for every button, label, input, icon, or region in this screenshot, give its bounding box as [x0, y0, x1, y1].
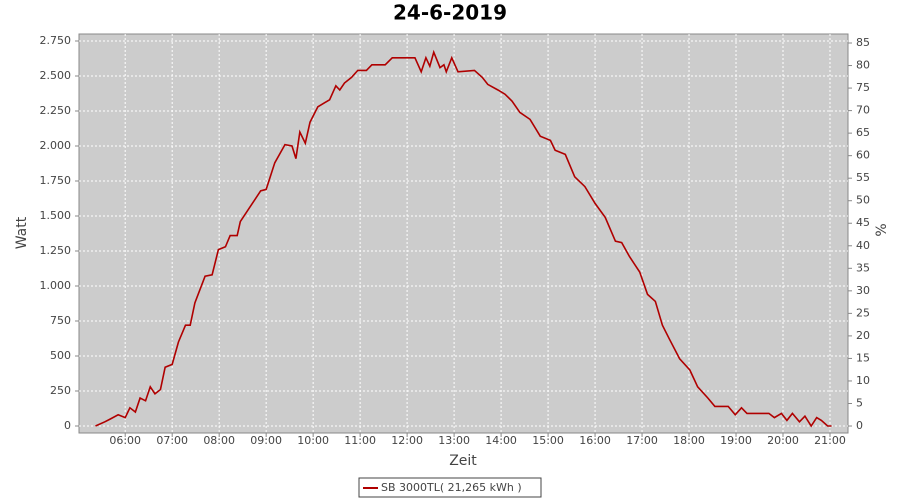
- y-axis-label: Watt: [14, 216, 30, 249]
- x-tick-label: 11:00: [344, 434, 376, 447]
- y2-tick-label: 5: [856, 396, 863, 409]
- y2-axis-label: %: [874, 223, 890, 236]
- x-tick-label: 06:00: [109, 434, 141, 447]
- x-tick-label: 12:00: [391, 434, 423, 447]
- x-tick-label: 18:00: [673, 434, 705, 447]
- y-tick-label: 2.750: [40, 34, 72, 47]
- y2-tick-label: 25: [856, 306, 870, 319]
- data-line: [95, 49, 832, 428]
- y-tick-label: 1.000: [40, 279, 72, 292]
- x-tick-label: 10:00: [297, 434, 329, 447]
- y2-tick-label: 55: [856, 171, 870, 184]
- x-tick-label: 15:00: [532, 434, 564, 447]
- y2-tick-label: 30: [856, 284, 870, 297]
- legend-label: SB 3000TL( 21,265 kWh ): [381, 481, 522, 494]
- y2-tick-label: 40: [856, 239, 870, 252]
- y-tick-label: 750: [50, 314, 71, 327]
- chart-title: 24-6-2019: [393, 1, 507, 25]
- y-tick-label: 250: [50, 384, 71, 397]
- y-tick-label: 500: [50, 349, 71, 362]
- y-tick-label: 2.500: [40, 69, 72, 82]
- y2-tick-label: 60: [856, 149, 870, 162]
- y-tick-label: 2.000: [40, 139, 72, 152]
- x-tick-label: 21:00: [814, 434, 846, 447]
- x-tick-label: 13:00: [438, 434, 470, 447]
- x-tick-label: 07:00: [156, 434, 188, 447]
- y2-tick-label: 85: [856, 36, 870, 49]
- y2-tick-label: 50: [856, 194, 870, 207]
- y-tick-label: 1.250: [40, 244, 72, 257]
- x-tick-label: 14:00: [485, 434, 517, 447]
- plot-area: [78, 33, 849, 434]
- x-tick-label: 08:00: [203, 434, 235, 447]
- y2-tick-label: 75: [856, 81, 870, 94]
- x-tick-label: 16:00: [579, 434, 611, 447]
- y-tick-label: 0: [64, 419, 71, 432]
- y2-tick-label: 65: [856, 126, 870, 139]
- y-tick-label: 2.250: [40, 104, 72, 117]
- legend: [358, 477, 542, 498]
- y2-tick-label: 70: [856, 104, 870, 117]
- y2-tick-label: 20: [856, 329, 870, 342]
- x-tick-label: 20:00: [767, 434, 799, 447]
- y-tick-label: 1.750: [40, 174, 72, 187]
- x-axis-label: Zeit: [449, 453, 477, 469]
- x-tick-label: 09:00: [250, 434, 282, 447]
- y-tick-label: 1.500: [40, 209, 72, 222]
- y2-tick-label: 10: [856, 374, 870, 387]
- y2-tick-label: 15: [856, 351, 870, 364]
- x-tick-label: 19:00: [720, 434, 752, 447]
- y2-tick-label: 35: [856, 261, 870, 274]
- y2-tick-label: 80: [856, 59, 870, 72]
- y2-tick-label: 0: [856, 419, 863, 432]
- x-tick-label: 17:00: [626, 434, 658, 447]
- y2-tick-label: 45: [856, 216, 870, 229]
